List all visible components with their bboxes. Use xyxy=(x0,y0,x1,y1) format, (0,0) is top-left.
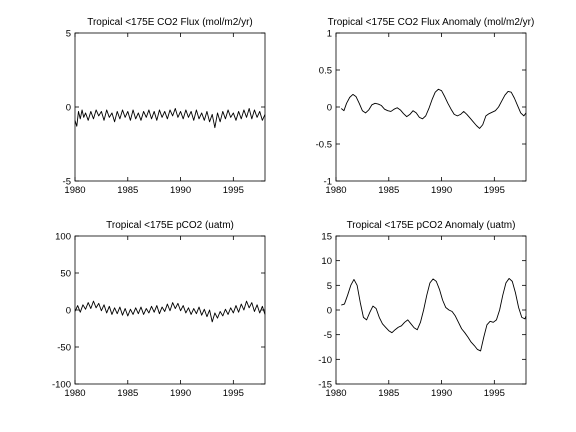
x-tick-label: 1990 xyxy=(431,185,452,196)
x-tick-label: 1985 xyxy=(378,388,399,399)
y-tick-label: -10 xyxy=(318,355,332,366)
x-tick-label: 1985 xyxy=(117,388,138,399)
x-tick-label: 1980 xyxy=(64,185,85,196)
panel-title: Tropical <175E pCO2 Anomaly (uatm) xyxy=(347,220,516,231)
x-tick-label: 1995 xyxy=(484,388,505,399)
panel-title: Tropical <175E CO2 Flux (mol/m2/yr) xyxy=(87,17,253,28)
series-line xyxy=(341,277,527,352)
panel-co2-flux: Tropical <175E CO2 Flux (mol/m2/yr) 1980… xyxy=(63,17,266,196)
y-tick-label: 0 xyxy=(66,306,71,317)
y-tick-label: 10 xyxy=(321,256,332,267)
x-tick-label: 1985 xyxy=(117,185,138,196)
y-tick-label: -5 xyxy=(63,177,71,188)
x-tick-label: 1995 xyxy=(223,388,244,399)
x-tick-label: 1995 xyxy=(223,185,244,196)
series-line xyxy=(340,88,527,129)
y-tick-label: -50 xyxy=(57,343,71,354)
panel-title: Tropical <175E pCO2 (uatm) xyxy=(106,220,234,231)
y-tick-label: 5 xyxy=(327,281,332,292)
series-line xyxy=(74,300,266,323)
y-tick-label: 50 xyxy=(60,269,71,280)
x-tick-label: 1990 xyxy=(431,388,452,399)
x-tick-label: 1980 xyxy=(325,185,346,196)
y-tick-label: 100 xyxy=(55,232,71,243)
y-tick-label: 15 xyxy=(321,232,332,243)
x-tick-label: 1990 xyxy=(170,185,191,196)
y-tick-label: 0 xyxy=(327,103,332,114)
y-tick-label: 5 xyxy=(66,29,71,40)
y-tick-label: -15 xyxy=(318,380,332,391)
y-tick-label: 0 xyxy=(66,103,71,114)
y-tick-label: 1 xyxy=(327,29,332,40)
panel-pco2: Tropical <175E pCO2 (uatm) 1980 1985 1990 1… xyxy=(52,220,266,399)
panel-pco2-anomaly: Tropical <175E pCO2 Anomaly (uatm) 1980 1… xyxy=(318,220,527,399)
x-tick-label: 1995 xyxy=(484,185,505,196)
y-tick-label: 0 xyxy=(327,306,332,317)
y-tick-label: -100 xyxy=(52,380,71,391)
series-line xyxy=(74,108,266,129)
x-tick-label: 1990 xyxy=(170,388,191,399)
y-tick-label: 0.5 xyxy=(319,66,332,77)
x-tick-label: 1980 xyxy=(325,388,346,399)
panel-co2-flux-anomaly: Tropical <175E CO2 Flux Anomaly (mol/m2/… xyxy=(316,17,535,196)
panel-title: Tropical <175E CO2 Flux Anomaly (mol/m2/… xyxy=(328,17,535,28)
x-tick-label: 1980 xyxy=(64,388,85,399)
y-tick-label: -0.5 xyxy=(316,140,332,151)
y-tick-label: -5 xyxy=(324,330,332,341)
x-tick-label: 1985 xyxy=(378,185,399,196)
y-tick-label: -1 xyxy=(324,177,332,188)
